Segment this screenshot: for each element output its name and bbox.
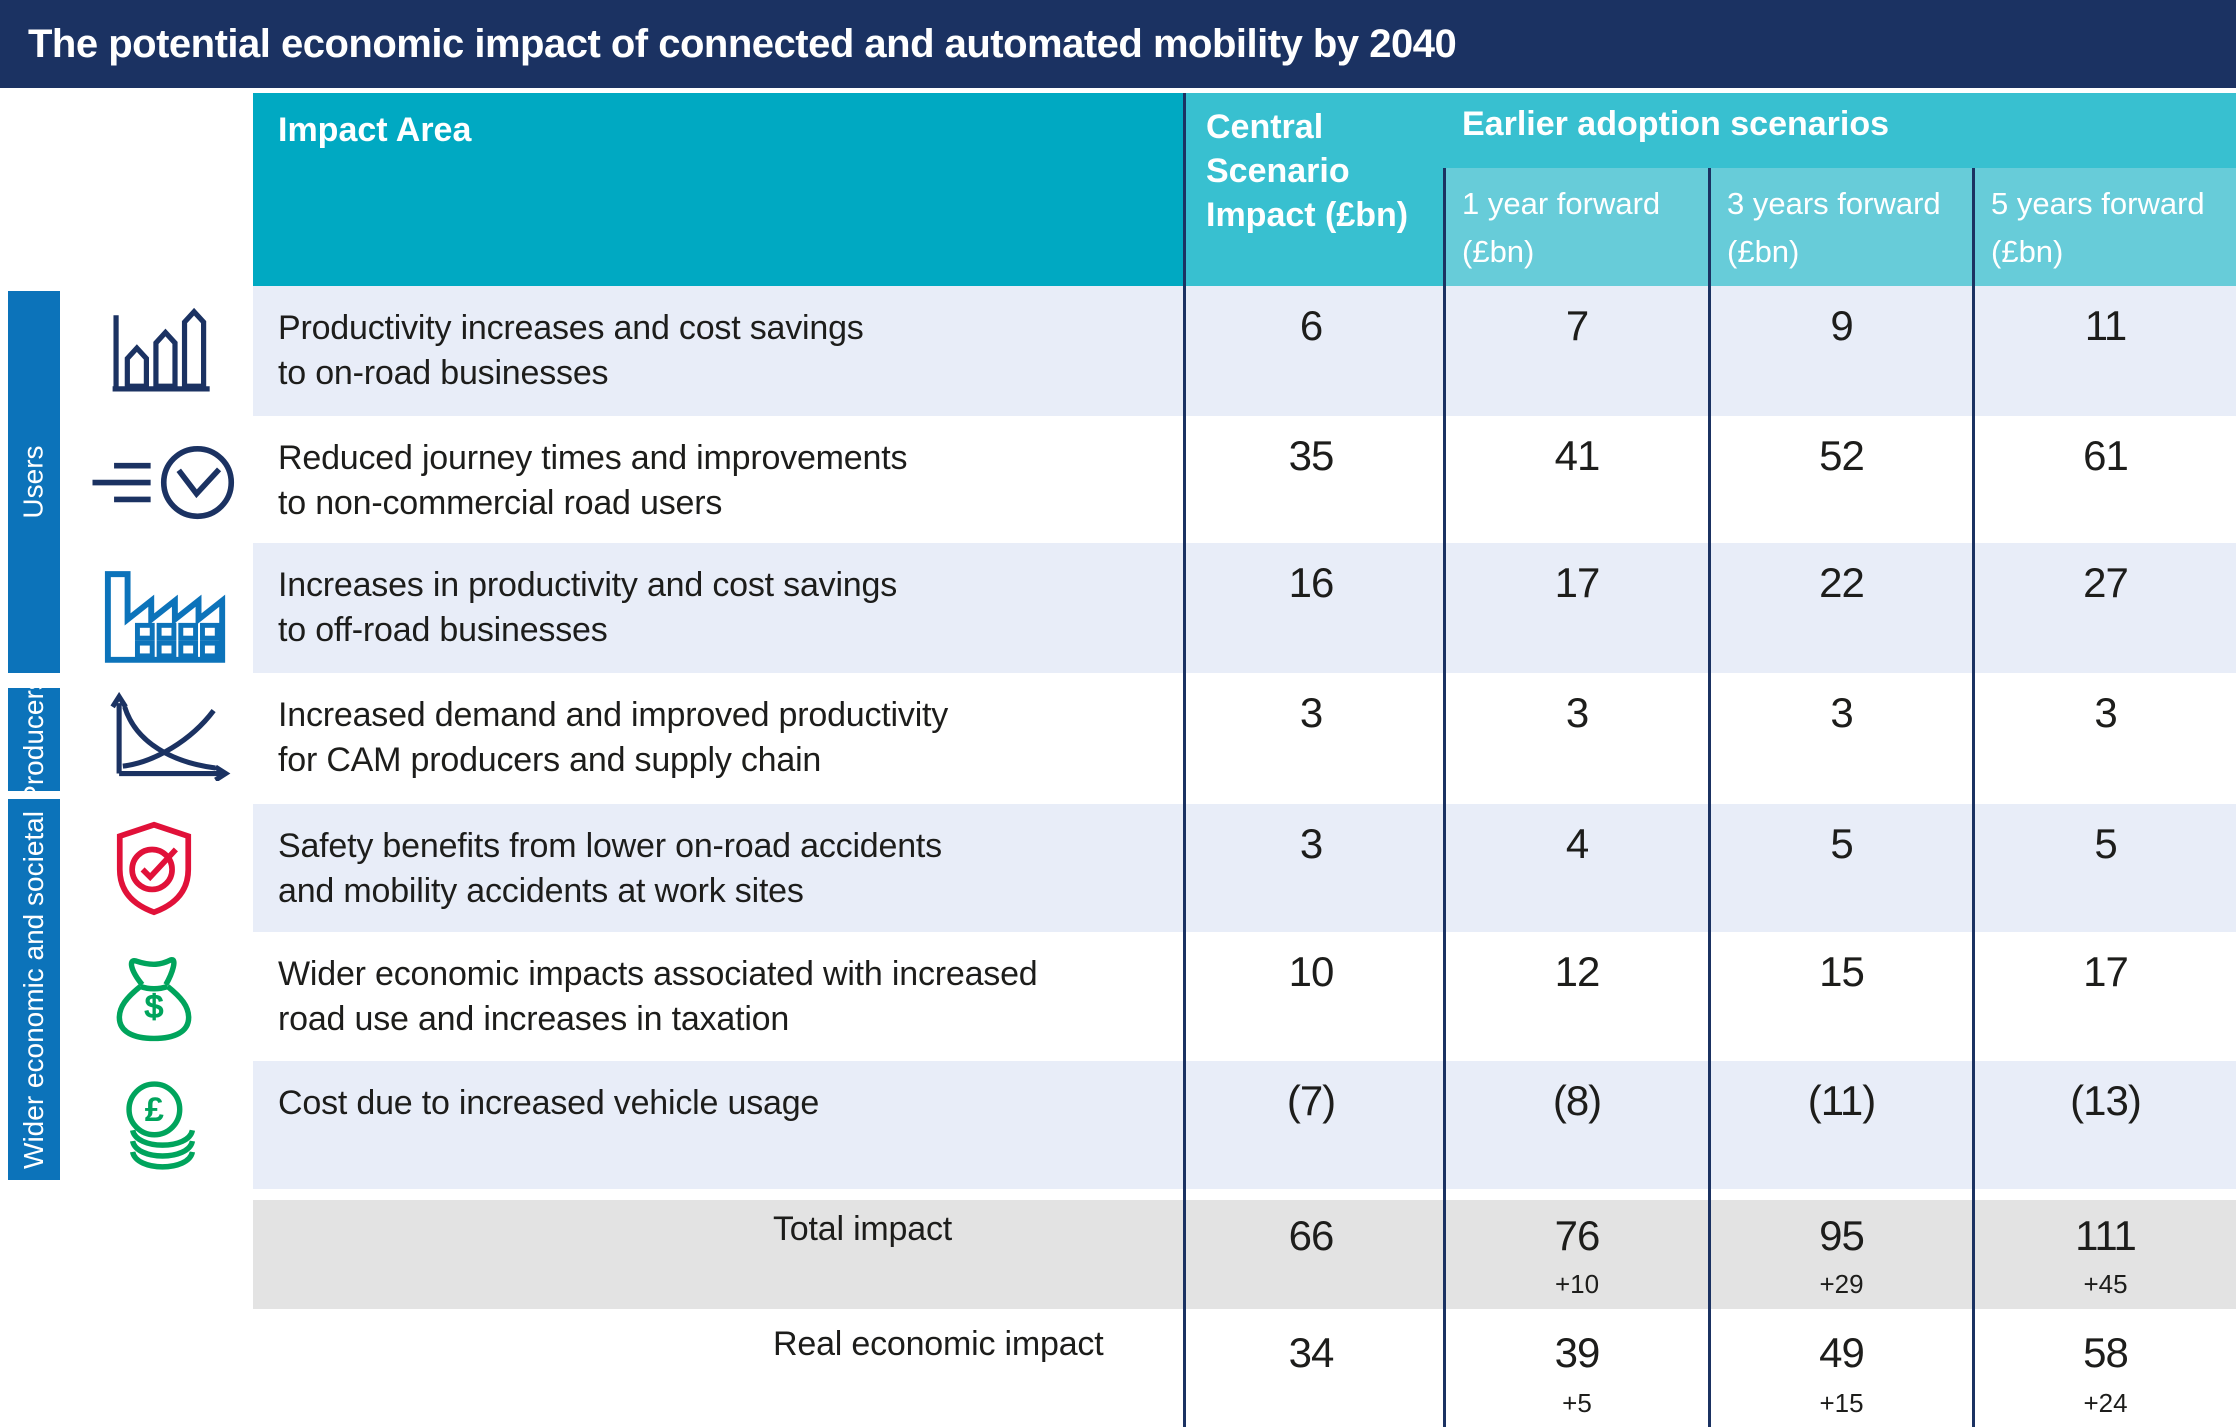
column-divider: [1972, 168, 1975, 1427]
real-1yr: 39: [1554, 1329, 1601, 1376]
row-label: Safety benefits from lower on-road accid…: [278, 827, 942, 910]
table-row: Increased demand and improved productivi…: [253, 673, 2236, 804]
cell-central: 16: [1288, 559, 1335, 606]
total-impact-row: Total impact 66 76 95 111 +10 +29 +45: [253, 1200, 2236, 1309]
money-bag-icon: $: [112, 950, 196, 1043]
svg-text:£: £: [145, 1091, 164, 1129]
cell-3yr: 5: [1830, 820, 1853, 867]
real-central: 34: [1288, 1329, 1335, 1376]
total-5yr: 111: [2075, 1212, 2137, 1259]
total-1yr: 76: [1554, 1212, 1601, 1259]
group-bar-producers: Producers: [8, 676, 60, 803]
total-5yr-delta: +45: [2083, 1269, 2128, 1299]
table-row: Cost due to increased vehicle usage (7) …: [253, 1061, 2236, 1189]
header-impact-area-label: Impact Area: [278, 111, 472, 149]
cell-3yr: 3: [1830, 689, 1853, 736]
cell-5yr: 61: [2083, 432, 2129, 479]
cell-3yr: 22: [1819, 559, 1865, 606]
supply-demand-icon: [108, 692, 234, 781]
svg-text:$: $: [145, 987, 163, 1024]
real-5yr-delta: +24: [2083, 1388, 2128, 1418]
cell-1yr: 12: [1554, 948, 1601, 995]
factory-icon: [100, 568, 234, 663]
real-1yr-delta: +5: [1562, 1388, 1592, 1418]
cell-1yr: 4: [1565, 820, 1589, 867]
cell-1yr: 17: [1554, 559, 1601, 606]
column-divider: [1183, 93, 1186, 1427]
total-1yr-delta: +10: [1554, 1269, 1600, 1299]
table-row: Increases in productivity and cost savin…: [253, 543, 2236, 673]
header-central-scenario: Central Scenario Impact (£bn): [1206, 108, 1409, 234]
header-scenarios: Central Scenario Impact (£bn) Earlier ad…: [1186, 93, 2236, 286]
total-central: 66: [1288, 1212, 1335, 1259]
cell-central: (7): [1286, 1077, 1336, 1124]
group-label-wider-economic: Wider economic and societal: [18, 810, 50, 1169]
header-3-years-forward: 3 years forward (£bn): [1711, 168, 1972, 286]
column-divider: [1708, 168, 1711, 1427]
row-label: Productivity increases and cost savings …: [278, 309, 864, 392]
table-row: Productivity increases and cost savings …: [253, 286, 2236, 416]
header-5-years-forward: 5 years forward (£bn): [1975, 168, 2236, 286]
group-bar-users: Users: [8, 291, 60, 673]
total-3yr: 95: [1819, 1212, 1865, 1259]
table-row: Wider economic impacts associated with i…: [253, 932, 2236, 1061]
group-label-users: Users: [18, 445, 49, 519]
cell-central: 35: [1288, 432, 1335, 479]
total-impact-label: Total impact: [773, 1210, 953, 1248]
row-label: Increases in productivity and cost savin…: [278, 566, 898, 649]
cell-3yr: 9: [1830, 302, 1853, 349]
cell-central: 6: [1299, 302, 1323, 349]
cell-5yr: (13): [2070, 1077, 2142, 1124]
cell-5yr: 3: [2094, 689, 2117, 736]
cell-5yr: 17: [2083, 948, 2129, 995]
header-impact-area: Impact Area: [253, 93, 1183, 286]
coins-icon: £: [120, 1081, 196, 1174]
table-row: Reduced journey times and improvements t…: [253, 416, 2236, 543]
page-title: The potential economic impact of connect…: [28, 21, 1457, 66]
real-economic-impact-row: Real economic impact 34 39 49 58 +5 +15 …: [253, 1309, 2236, 1427]
cell-1yr: 7: [1565, 302, 1589, 349]
cell-central: 10: [1288, 948, 1335, 995]
cell-5yr: 5: [2094, 820, 2117, 867]
shield-check-icon: [113, 820, 195, 917]
cell-3yr: 15: [1819, 948, 1865, 995]
real-5yr: 58: [2083, 1329, 2129, 1376]
bar-chart-icon: [110, 303, 214, 395]
group-bar-wider-economic: Wider economic and societal: [8, 799, 60, 1180]
cell-central: 3: [1299, 689, 1323, 736]
cell-1yr: 3: [1565, 689, 1589, 736]
real-3yr: 49: [1819, 1329, 1865, 1376]
table-row: Safety benefits from lower on-road accid…: [253, 804, 2236, 932]
cell-3yr: (11): [1807, 1077, 1877, 1124]
real-impact-label: Real economic impact: [773, 1325, 1104, 1363]
cell-1yr: 41: [1554, 432, 1601, 479]
cell-central: 3: [1299, 820, 1323, 867]
row-label: Increased demand and improved productivi…: [278, 696, 949, 779]
total-3yr-delta: +29: [1819, 1269, 1864, 1299]
header-earlier-adoption: Earlier adoption scenarios: [1462, 105, 1890, 143]
speed-clock-icon: [85, 444, 235, 521]
cell-5yr: 27: [2083, 559, 2129, 606]
cell-1yr: (8): [1552, 1077, 1602, 1124]
row-label: Cost due to increased vehicle usage: [278, 1084, 820, 1122]
group-label-producers: Producers: [18, 675, 49, 804]
cell-5yr: 11: [2084, 302, 2128, 349]
row-label: Wider economic impacts associated with i…: [278, 955, 1038, 1038]
cell-3yr: 52: [1819, 432, 1865, 479]
header-1-year-forward: 1 year forward (£bn): [1446, 168, 1708, 286]
column-divider: [1443, 168, 1446, 1427]
row-label: Reduced journey times and improvements t…: [278, 439, 908, 522]
title-bar: The potential economic impact of connect…: [0, 0, 2236, 88]
real-3yr-delta: +15: [1819, 1388, 1864, 1418]
